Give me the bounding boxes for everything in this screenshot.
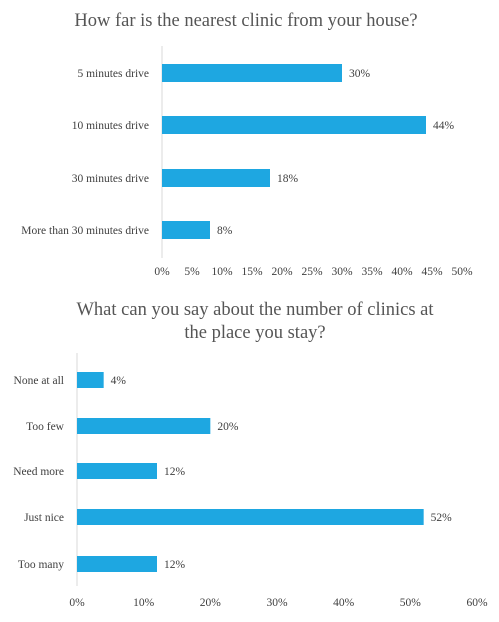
chart-clinic-distance: How far is the nearest clinic from your … <box>21 11 473 278</box>
x-tick-label: 0% <box>69 597 85 609</box>
chart-clinic-count: What can you say about the number of cli… <box>13 300 488 609</box>
bar <box>77 463 157 479</box>
category-label: Too many <box>18 559 64 571</box>
x-tick-label: 10% <box>211 266 233 278</box>
data-label: 12% <box>164 466 186 478</box>
data-label: 30% <box>349 68 371 80</box>
category-label: Just nice <box>24 512 64 524</box>
x-tick-label: 15% <box>241 266 263 278</box>
chart-title: How far is the nearest clinic from your … <box>74 11 417 31</box>
bar <box>162 116 426 134</box>
data-label: 12% <box>164 559 186 571</box>
x-tick-label: 35% <box>361 266 383 278</box>
data-label: 8% <box>217 225 233 237</box>
chart-title-line-1: What can you say about the number of cli… <box>76 300 434 320</box>
category-label: 30 minutes drive <box>72 173 149 185</box>
bar <box>77 372 104 388</box>
x-tick-label: 30% <box>331 266 353 278</box>
x-tick-label: 50% <box>400 597 422 609</box>
bar <box>77 418 211 434</box>
category-label: 5 minutes drive <box>77 68 149 80</box>
x-tick-label: 50% <box>451 266 473 278</box>
bar <box>162 64 342 82</box>
category-label: Need more <box>13 466 64 478</box>
x-tick-label: 0% <box>154 266 170 278</box>
x-tick-label: 20% <box>200 597 222 609</box>
data-label: 4% <box>111 375 127 387</box>
category-label: More than 30 minutes drive <box>21 225 149 237</box>
x-tick-label: 5% <box>184 266 200 278</box>
bar <box>77 556 157 572</box>
bar <box>162 169 270 187</box>
x-tick-label: 25% <box>301 266 323 278</box>
chart-title-line-2: the place you stay? <box>184 323 325 343</box>
data-label: 44% <box>433 120 455 132</box>
x-tick-label: 40% <box>391 266 413 278</box>
category-label: 10 minutes drive <box>72 120 149 132</box>
data-label: 52% <box>431 512 453 524</box>
data-label: 18% <box>277 173 299 185</box>
x-tick-label: 45% <box>421 266 443 278</box>
x-tick-label: 40% <box>333 597 355 609</box>
category-label: None at all <box>14 375 64 387</box>
data-label: 20% <box>217 421 239 433</box>
category-label: Too few <box>26 421 65 433</box>
bar <box>162 221 210 239</box>
x-tick-label: 10% <box>133 597 155 609</box>
x-tick-label: 30% <box>266 597 288 609</box>
bar <box>77 509 424 525</box>
x-tick-label: 20% <box>271 266 293 278</box>
x-tick-label: 60% <box>466 597 488 609</box>
